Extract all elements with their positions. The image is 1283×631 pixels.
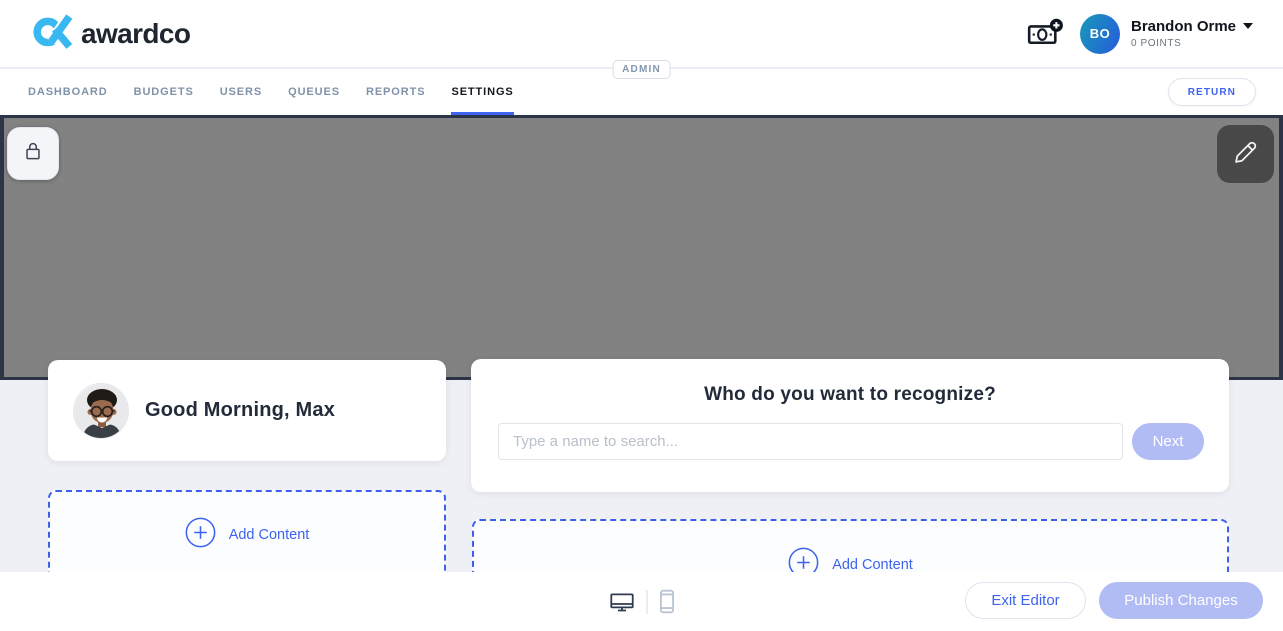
awardco-wordmark: awardco [81,17,191,49]
nav-item-settings[interactable]: SETTINGS [438,69,526,115]
caret-down-icon [1243,23,1253,30]
greeting-card: Good Morning, Max [48,360,446,461]
add-content-inner: Add Content [185,517,310,553]
nav-item-reports[interactable]: REPORTS [365,86,426,98]
lock-icon [20,138,46,169]
employee-photo-avatar [73,382,129,439]
user-menu[interactable]: BO Brandon Orme 0 POINTS [1079,13,1253,54]
awardco-logo-mark-icon [33,12,75,55]
add-content-label: Add Content [228,527,310,543]
greeting-title: Good Morning, Max [145,399,336,421]
admin-navbar: DASHBOARD BUDGETS USERS QUEUES REPORTS S… [0,69,1283,115]
user-avatar: BO [1079,13,1120,54]
lock-section-button[interactable] [7,127,59,180]
device-preview-toggle [609,572,674,631]
user-meta: Brandon Orme 0 POINTS [1131,18,1253,50]
nav-item-queues[interactable]: QUEUES [288,86,340,98]
plus-circle-icon [185,517,216,553]
desktop-preview-icon[interactable] [609,591,634,613]
device-toggle-divider [646,589,647,614]
user-points: 0 POINTS [1130,37,1182,49]
admin-badge: ADMIN [612,60,671,79]
nav-items: DASHBOARD BUDGETS USERS QUEUES REPORTS S… [28,69,527,115]
user-name: Brandon Orme [1130,17,1236,35]
editor-footer-bar: Exit Editor Publish Changes [0,572,1283,631]
pencil-icon [1232,138,1260,171]
recognize-search-row: Next [498,423,1204,460]
add-points-icon[interactable] [1027,18,1064,49]
recognize-title: Who do you want to recognize? [704,384,996,405]
nav-item-budgets[interactable]: BUDGETS [133,86,194,98]
nav-item-dashboard[interactable]: DASHBOARD [28,86,108,98]
top-header: awardco BO Brandon Orme [0,0,1283,68]
exit-editor-button[interactable]: Exit Editor [965,582,1086,619]
hero-banner-section [0,115,1283,380]
edit-banner-button[interactable] [1217,125,1274,183]
recognize-search-input[interactable] [498,423,1123,460]
publish-changes-button[interactable]: Publish Changes [1099,582,1263,619]
add-content-label: Add Content [832,557,913,573]
next-button[interactable]: Next [1132,423,1204,460]
header-right-group: BO Brandon Orme 0 POINTS [1027,13,1253,54]
footer-actions: Exit Editor Publish Changes [965,582,1263,619]
nav-item-users[interactable]: USERS [219,86,263,98]
awardco-logo[interactable]: awardco [33,12,191,55]
recognize-card: Who do you want to recognize? Next [471,359,1229,492]
mobile-preview-icon[interactable] [659,589,674,614]
return-button[interactable]: RETURN [1167,78,1256,106]
